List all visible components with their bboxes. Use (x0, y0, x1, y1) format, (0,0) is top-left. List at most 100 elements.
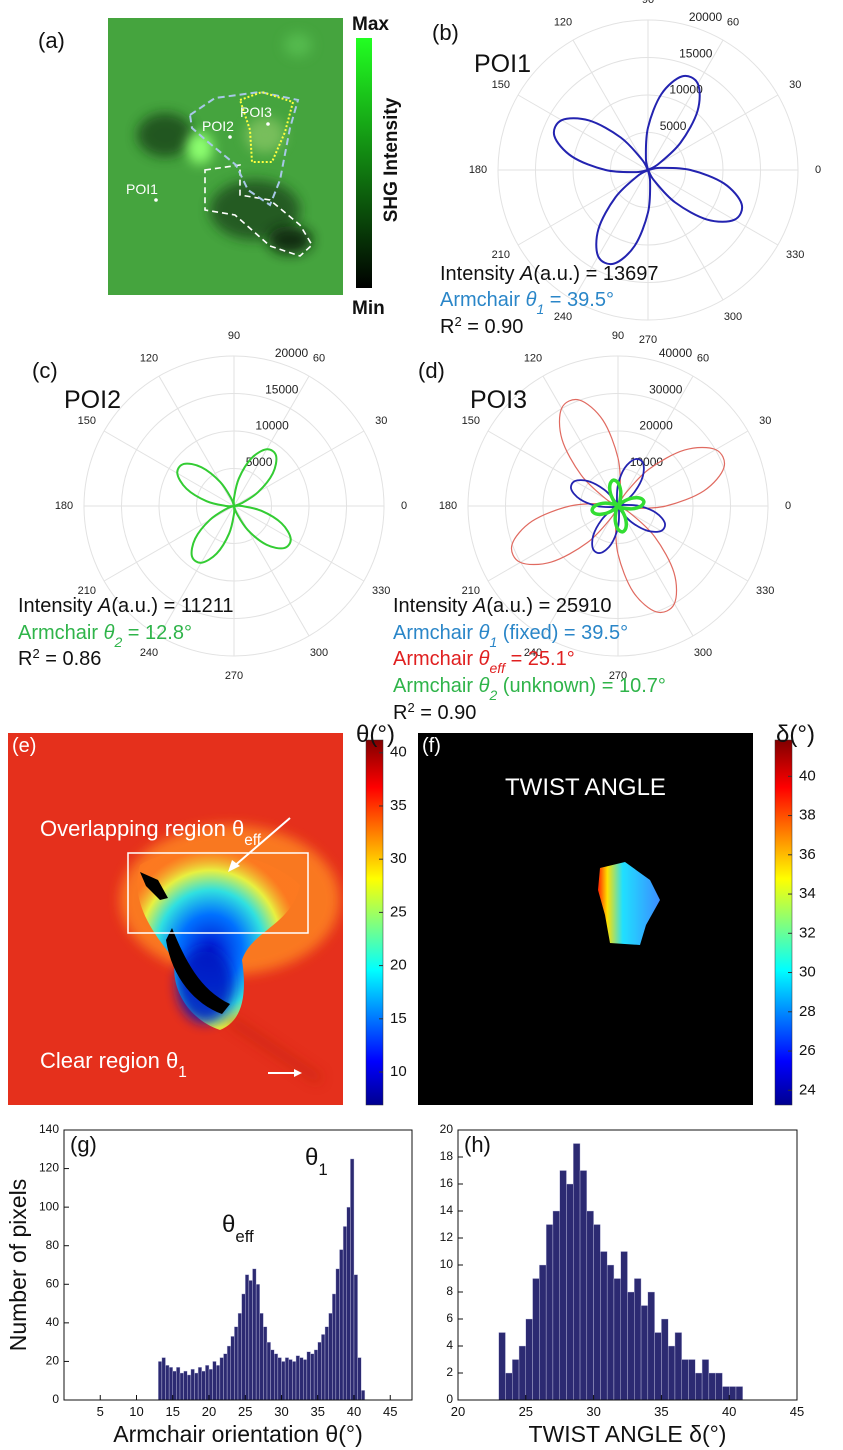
colorbar-tick-label: 15 (390, 1010, 407, 1027)
histogram-bar (231, 1336, 235, 1400)
page: 0306090120150180210240270300330500010000… (0, 0, 843, 1450)
histogram-bar (242, 1294, 246, 1400)
histogram-bar (689, 1360, 696, 1401)
radial-tick-label: 15000 (265, 382, 299, 396)
histogram-bar (173, 1371, 177, 1400)
y-tick-label: 120 (39, 1161, 59, 1175)
annotation-part: A (472, 595, 486, 617)
histogram-bar (238, 1313, 242, 1400)
annotation-part: 2 (113, 634, 122, 650)
histogram-bar (176, 1367, 180, 1400)
angle-tick-label: 120 (524, 353, 542, 365)
angle-tick-label: 240 (140, 647, 158, 659)
annotation-part: θ (479, 675, 490, 697)
map-title: TWIST ANGLE (505, 774, 666, 801)
annotation-part: θ (305, 1144, 318, 1171)
panel-label: (g) (70, 1132, 97, 1157)
x-tick-label: 45 (383, 1404, 397, 1419)
annotation-part: Intensity (393, 595, 473, 617)
histogram-bar (512, 1360, 519, 1401)
histogram-bar (519, 1346, 526, 1400)
panel-label: (c) (32, 358, 58, 383)
histogram-bar (318, 1342, 322, 1400)
annotation-part: R (393, 702, 407, 724)
angle-tick-label: 60 (313, 353, 325, 365)
panel-label: (f) (422, 735, 441, 757)
annotation: Armchair θ1 (fixed) = 39.5° (393, 622, 628, 650)
histogram-bar (340, 1250, 344, 1400)
histogram-bar (166, 1365, 170, 1400)
image-feature (245, 117, 285, 153)
angle-tick-label: 90 (612, 330, 624, 342)
histogram-bar (227, 1346, 231, 1400)
angle-tick-label: 30 (789, 79, 801, 91)
figure: 0306090120150180210240270300330500010000… (0, 0, 843, 1450)
histogram-bar (560, 1171, 567, 1401)
histogram-bar (336, 1269, 340, 1400)
annotation: Armchair θ1 = 39.5° (440, 289, 614, 317)
y-axis-label: Number of pixels (5, 1179, 31, 1352)
annotation-part: A (97, 595, 111, 617)
image-feature (187, 132, 213, 164)
histogram-bar (213, 1361, 217, 1400)
panel-label: (d) (418, 358, 445, 383)
histogram-bar (648, 1292, 655, 1400)
annotation-part: θ (104, 622, 115, 644)
histogram-bar (539, 1265, 546, 1400)
annotation-part: θ (222, 1211, 235, 1238)
annotation-part: = 25.1° (505, 648, 575, 670)
y-tick-label: 0 (52, 1392, 59, 1406)
histogram-bar (634, 1279, 641, 1401)
annotation-part: (a.u.) = 25910 (486, 595, 611, 617)
histogram-bar (343, 1226, 347, 1400)
colorbar-title: θ(°) (356, 721, 395, 748)
histogram-bar (267, 1342, 271, 1400)
colorbar-tick-label: 34 (799, 885, 816, 902)
histogram-bar (180, 1373, 184, 1400)
histogram-bar (184, 1371, 188, 1400)
histogram-bar (587, 1211, 594, 1400)
angle-tick-label: 150 (462, 415, 480, 427)
shg-image (108, 18, 343, 295)
chart-title: POI1 (474, 50, 531, 78)
y-tick-label: 10 (440, 1257, 454, 1271)
annotation-part: Armchair (18, 622, 104, 644)
x-tick-label: 45 (790, 1404, 804, 1419)
histogram-bar (209, 1369, 213, 1400)
angle-tick-label: 180 (55, 500, 73, 512)
histogram-bar (169, 1367, 173, 1400)
histogram-bar (260, 1313, 264, 1400)
colorbar-min: Min (352, 298, 385, 319)
radial-tick-label: 20000 (275, 346, 309, 360)
y-tick-label: 20 (46, 1354, 60, 1368)
histogram-bar (202, 1371, 206, 1400)
histogram-bar (158, 1361, 162, 1400)
y-tick-label: 20 (440, 1122, 454, 1136)
angle-tick-label: 60 (727, 17, 739, 29)
colorbar-tick-label: 24 (799, 1081, 816, 1098)
panel-label: (b) (432, 20, 459, 45)
histogram-bar (263, 1327, 267, 1400)
histogram-bar (278, 1358, 282, 1400)
radial-tick-label: 20000 (639, 419, 673, 433)
colorbar-title: SHG Intensity (381, 97, 402, 222)
annotation-part: (fixed) = 39.5° (497, 622, 628, 644)
radial-tick-label: 5000 (246, 455, 273, 469)
x-tick-label: 5 (97, 1404, 104, 1419)
histogram-bar (289, 1360, 293, 1401)
angle-tick-label: 270 (639, 334, 657, 346)
histogram-bar (271, 1350, 275, 1400)
poi-label: POI1 (126, 181, 158, 197)
radial-tick-label: 10000 (630, 455, 664, 469)
x-tick-label: 15 (166, 1404, 180, 1419)
annotation: Intensity A(a.u.) = 13697 (440, 263, 658, 285)
histogram-bar (256, 1284, 260, 1400)
histogram-bar (621, 1252, 628, 1401)
x-tick-label: 25 (519, 1404, 533, 1419)
annotation-part: Intensity (18, 595, 98, 617)
histogram-bar (292, 1361, 296, 1400)
histogram-bar (526, 1319, 533, 1400)
histogram-bar (628, 1292, 635, 1400)
histogram-bar (729, 1387, 736, 1401)
angle-tick-label: 270 (225, 670, 243, 682)
